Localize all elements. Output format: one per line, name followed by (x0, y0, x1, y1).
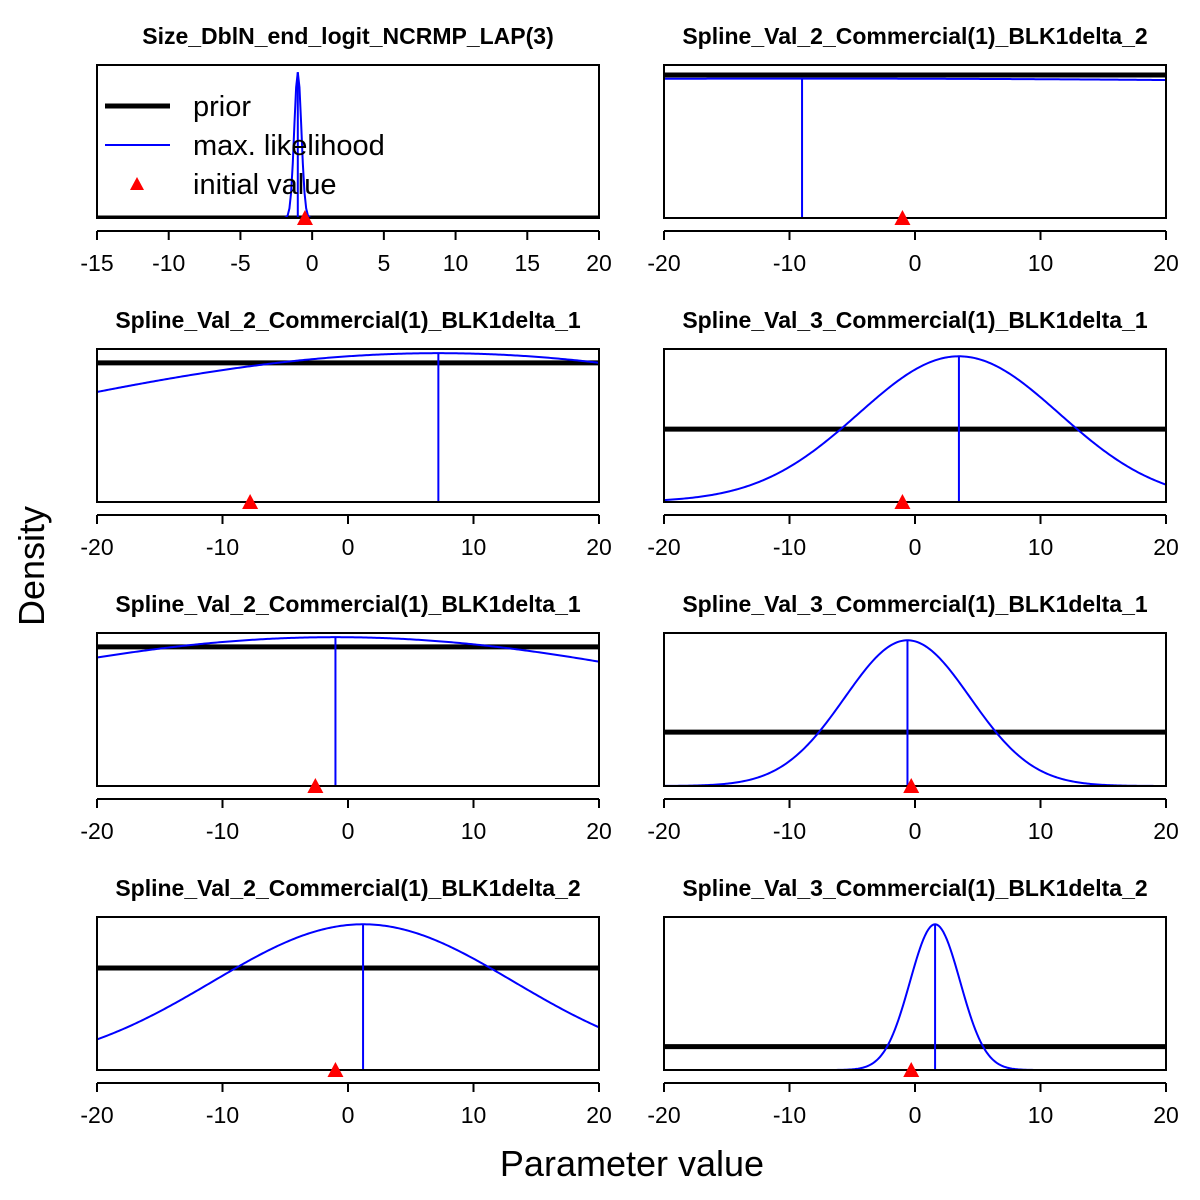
panel-title: Spline_Val_3_Commercial(1)_BLK1delta_2 (682, 875, 1147, 901)
panel-title: Spline_Val_2_Commercial(1)_BLK1delta_1 (115, 591, 581, 617)
plot-area (664, 639, 1166, 786)
x-tick-label: -10 (773, 534, 806, 560)
panel-6: Spline_Val_3_Commercial(1)_BLK1delta_1 -2… (647, 591, 1178, 844)
x-tick-label: 20 (586, 534, 612, 560)
x-tick-label: -10 (773, 250, 806, 276)
panel-frame (663, 348, 1167, 503)
x-tick-label: 0 (342, 1102, 355, 1128)
panel-2: Spline_Val_2_Commercial(1)_BLK1delta_2 -2… (647, 23, 1178, 276)
x-tick-label: 20 (586, 250, 612, 276)
x-tick-label: -10 (773, 1102, 806, 1128)
x-tick-label: 20 (1153, 818, 1179, 844)
x-tick-label: 10 (461, 1102, 487, 1128)
initial-value-marker (894, 210, 911, 225)
legend-label: prior (193, 91, 251, 123)
x-tick-label: 20 (1153, 534, 1179, 560)
x-tick-label: -20 (80, 1102, 113, 1128)
initial-value-marker (242, 494, 259, 509)
panel-8: Spline_Val_3_Commercial(1)_BLK1delta_2 -2… (647, 875, 1178, 1128)
x-tick-label: 10 (1028, 818, 1054, 844)
plot-area (97, 72, 599, 218)
x-tick-label: 10 (1028, 534, 1054, 560)
panel-frame (96, 64, 600, 219)
panel-frame (663, 64, 1167, 219)
x-tick-label: 0 (909, 250, 922, 276)
panel-1: Size_DblN_end_logit_NCRMP_LAP(3) -15 -10 -5… (80, 23, 611, 276)
x-tick-label: -20 (80, 818, 113, 844)
x-tick-label: -10 (206, 1102, 239, 1128)
x-axis-title: Parameter value (500, 1143, 764, 1184)
panel-frame (96, 632, 600, 787)
panel-3: Spline_Val_2_Commercial(1)_BLK1delta_1 -2… (80, 307, 611, 560)
x-tick-label: -10 (152, 250, 185, 276)
x-tick-label: -20 (80, 534, 113, 560)
x-tick-label: 10 (461, 818, 487, 844)
x-tick-label: -10 (206, 534, 239, 560)
initial-value-marker (296, 210, 313, 225)
x-tick-label: 0 (909, 818, 922, 844)
mle-density-curve (664, 639, 1166, 786)
initial-value-marker (903, 778, 920, 793)
x-tick-label: -10 (206, 818, 239, 844)
panel-title: Spline_Val_3_Commercial(1)_BLK1delta_1 (682, 307, 1148, 333)
panel-title: Spline_Val_2_Commercial(1)_BLK1delta_2 (115, 875, 580, 901)
x-tick-label: -10 (773, 818, 806, 844)
panel-title: Spline_Val_2_Commercial(1)_BLK1delta_1 (115, 307, 581, 333)
x-tick-label: 15 (514, 250, 540, 276)
panel-7: Spline_Val_2_Commercial(1)_BLK1delta_2 -2… (80, 875, 611, 1128)
x-tick-label: 10 (1028, 250, 1054, 276)
panel-title: Spline_Val_2_Commercial(1)_BLK1delta_2 (682, 23, 1147, 49)
panel-5: Spline_Val_2_Commercial(1)_BLK1delta_1 -2… (80, 591, 611, 844)
plot-area (664, 355, 1166, 502)
x-tick-label: 10 (443, 250, 469, 276)
x-tick-label: 20 (586, 818, 612, 844)
initial-value-marker (327, 1062, 344, 1077)
panel-4: Spline_Val_3_Commercial(1)_BLK1delta_1 -2… (647, 307, 1178, 560)
plot-area (97, 636, 599, 786)
panel-title: Size_DblN_end_logit_NCRMP_LAP(3) (142, 23, 554, 49)
x-tick-label: 0 (909, 1102, 922, 1128)
y-axis-title: Density (11, 506, 52, 626)
plot-area (97, 352, 599, 502)
mle-density-curve (97, 352, 599, 393)
legend: prior max. likelihood initial value (105, 91, 385, 201)
x-tick-label: 0 (909, 534, 922, 560)
x-tick-label: -20 (647, 818, 680, 844)
x-tick-label: -20 (647, 534, 680, 560)
legend-label: max. likelihood (193, 130, 385, 162)
x-tick-label: 0 (342, 534, 355, 560)
panel-frame (96, 916, 600, 1071)
mle-density-curve (97, 636, 599, 663)
mle-density-curve (664, 355, 1166, 502)
x-tick-label: 20 (1153, 250, 1179, 276)
x-tick-label: -15 (80, 250, 113, 276)
initial-value-marker (903, 1062, 920, 1077)
plot-area (97, 923, 599, 1070)
plot-area (664, 72, 1166, 218)
mle-density-curve (97, 923, 599, 1041)
x-tick-label: 20 (586, 1102, 612, 1128)
mle-density-curve (664, 77, 1166, 82)
legend-label: initial value (193, 169, 336, 201)
initial-value-marker (894, 494, 911, 509)
mle-density-curve (664, 923, 1166, 1070)
panel-title: Spline_Val_3_Commercial(1)_BLK1delta_1 (682, 591, 1148, 617)
plot-area (664, 923, 1166, 1070)
x-tick-label: -20 (647, 1102, 680, 1128)
legend-swatch (130, 177, 144, 190)
panel-frame (96, 348, 600, 503)
x-tick-label: -5 (230, 250, 250, 276)
panels-group: Size_DblN_end_logit_NCRMP_LAP(3) -15 -10 -5… (80, 23, 1178, 1128)
initial-value-marker (307, 778, 324, 793)
x-tick-label: 10 (1028, 1102, 1054, 1128)
x-tick-label: 5 (377, 250, 390, 276)
x-tick-label: 10 (461, 534, 487, 560)
x-tick-label: 20 (1153, 1102, 1179, 1128)
x-tick-label: -20 (647, 250, 680, 276)
x-tick-label: 0 (306, 250, 319, 276)
x-tick-label: 0 (342, 818, 355, 844)
